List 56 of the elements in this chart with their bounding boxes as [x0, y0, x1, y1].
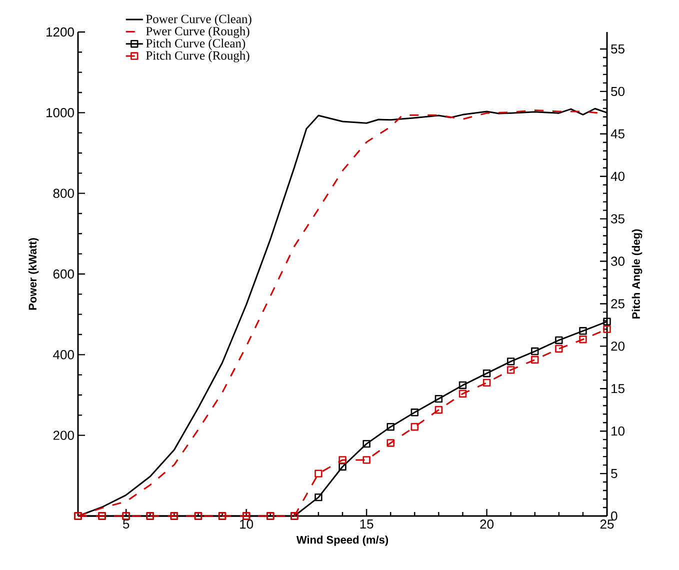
x-tick-label: 10 — [240, 520, 254, 529]
point — [386, 422, 394, 431]
point — [531, 356, 539, 364]
x-tick-label: 5 — [122, 520, 130, 529]
point — [603, 325, 611, 334]
y2-tick-label: 35 — [611, 214, 624, 224]
y2-axis-title: Pitch Angle (deg) — [632, 229, 642, 318]
legend-label: Pitch Curve (Clean) — [146, 38, 246, 50]
point — [603, 318, 611, 326]
point — [434, 394, 443, 403]
legend-label: Pwer Curve (Rough) — [146, 26, 250, 38]
y2-tick-label: 15 — [612, 384, 624, 394]
point — [506, 358, 515, 366]
y-tick-label: 400 — [53, 350, 74, 360]
x-axis-title: Wind Speed (m/s) — [296, 536, 388, 546]
legend-label: Pitch Curve (Rough) — [146, 50, 250, 62]
point — [434, 406, 443, 414]
y2-tick-label: 20 — [611, 342, 624, 351]
point — [506, 366, 515, 374]
point — [458, 390, 467, 398]
y-tick-label: 200 — [53, 430, 74, 440]
y2-tick-label: 55 — [611, 44, 624, 54]
point — [338, 462, 346, 471]
y2-tick-label: 0 — [611, 511, 618, 521]
point — [362, 440, 370, 448]
point — [482, 378, 491, 387]
x-tick-label: 15 — [360, 520, 374, 529]
point — [555, 336, 563, 344]
y-tick-label: 600 — [53, 269, 74, 279]
y2-tick-label: 30 — [611, 256, 624, 266]
x-tick-label: 25 — [600, 520, 614, 529]
y2-tick-label: 25 — [611, 299, 624, 308]
y2-tick-label: 40 — [610, 172, 624, 181]
point — [410, 408, 418, 416]
point — [314, 493, 322, 502]
point — [458, 381, 467, 390]
point — [482, 369, 491, 378]
point — [338, 456, 346, 464]
y2-tick-label: 50 — [611, 86, 624, 96]
point — [410, 422, 418, 431]
y2-tick-label: 5 — [611, 469, 618, 478]
point — [314, 470, 322, 478]
point — [579, 336, 587, 344]
y2-tick-label: 10 — [612, 426, 624, 436]
y-axis-title: Power (kWatt) — [28, 238, 39, 310]
point — [531, 347, 539, 356]
point — [555, 344, 563, 353]
x-tick-label: 20 — [480, 520, 494, 529]
y-tick-label: 1000 — [46, 108, 74, 118]
y2-tick-label: 45 — [610, 129, 624, 138]
legend-label: Power Curve (Clean) — [146, 14, 252, 26]
y-tick-label: 800 — [53, 188, 74, 198]
point — [386, 439, 394, 447]
point — [362, 456, 370, 464]
y-tick-label: 1200 — [46, 27, 74, 37]
point — [579, 327, 587, 335]
